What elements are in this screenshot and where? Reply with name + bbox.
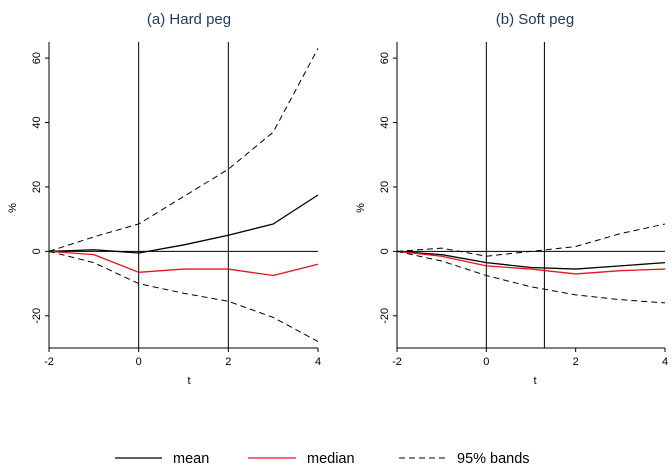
series-line-95-bands-soft-peg <box>396 223 666 257</box>
y-axis-label-hard-peg: % <box>7 203 19 213</box>
y-tick-label-hard-peg: 20 <box>31 181 43 193</box>
y-tick-label-hard-peg: -20 <box>31 308 43 324</box>
x-axis-label-soft-peg: t <box>533 375 536 387</box>
x-axis-label-hard-peg: t <box>187 375 190 387</box>
y-tick-label-soft-peg: -20 <box>379 308 391 324</box>
x-tick-label-hard-peg: 4 <box>315 356 321 368</box>
legend-label-bands: 95% bands <box>457 451 530 466</box>
x-tick-label-soft-peg: 4 <box>662 356 668 368</box>
panel-title-soft-peg: (b) Soft peg <box>496 11 574 28</box>
series-line-95-bands-hard-peg <box>48 250 319 343</box>
y-tick-label-soft-peg: 60 <box>379 52 391 64</box>
series-line-mean-hard-peg <box>48 194 319 254</box>
legend-label-mean: mean <box>173 451 209 466</box>
x-tick-label-soft-peg: 2 <box>573 356 579 368</box>
x-tick-label-hard-peg: -2 <box>44 356 54 368</box>
y-tick-label-soft-peg: 20 <box>379 181 391 193</box>
y-tick-label-soft-peg: 0 <box>379 248 391 254</box>
series-line-mean-soft-peg <box>396 250 666 270</box>
y-tick-label-hard-peg: 0 <box>31 248 43 254</box>
y-tick-label-hard-peg: 40 <box>31 116 43 128</box>
x-tick-label-hard-peg: 2 <box>225 356 231 368</box>
legend: mean median 95% bands <box>115 451 530 467</box>
series-line-median-hard-peg <box>48 250 319 277</box>
x-tick-label-hard-peg: 0 <box>136 356 142 368</box>
y-axis-label-soft-peg: % <box>355 203 367 213</box>
series-line-95-bands-soft-peg <box>396 250 666 304</box>
x-tick-label-soft-peg: 0 <box>483 356 489 368</box>
series-line-median-soft-peg <box>396 250 666 275</box>
y-tick-label-hard-peg: 60 <box>31 52 43 64</box>
x-tick-label-soft-peg: -2 <box>392 356 402 368</box>
legend-label-median: median <box>307 451 355 466</box>
panel-title-hard-peg: (a) Hard peg <box>147 11 231 28</box>
y-tick-label-soft-peg: 40 <box>379 116 391 128</box>
